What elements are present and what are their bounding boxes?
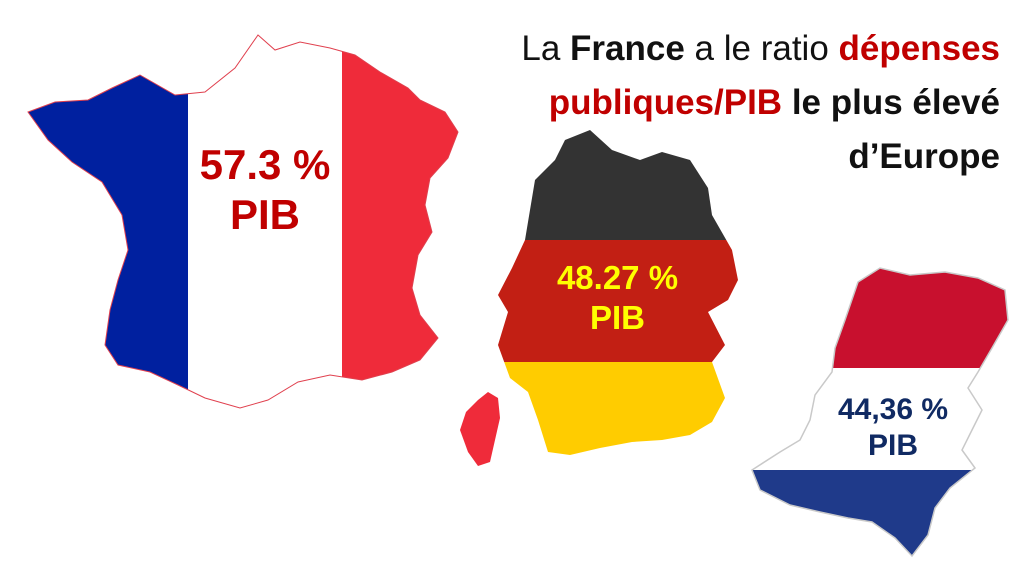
netherlands-percentage: 44,36 % [837,393,949,426]
headline-country: France [570,29,685,68]
netherlands-value-label: 44,36 % PIB [808,392,978,464]
headline-text-2: a le ratio [684,29,839,68]
headline: La France a le ratio dépenses publiques/… [400,22,1000,184]
france-percentage: 57.3 % [199,141,331,188]
germany-value-label: 48.27 % PIB [530,258,705,337]
france-value-label: 57.3 % PIB [180,140,350,241]
netherlands-unit: PIB [867,429,918,462]
headline-text-3: le plus élevé d’Europe [782,83,1000,176]
france-unit: PIB [229,191,300,239]
headline-text-1: La [521,29,571,68]
germany-unit: PIB [589,298,645,336]
germany-percentage: 48.27 % [556,259,679,296]
headline-highlight: dépenses publiques/PIB [548,29,1000,122]
corsica-map-icon [460,392,500,466]
